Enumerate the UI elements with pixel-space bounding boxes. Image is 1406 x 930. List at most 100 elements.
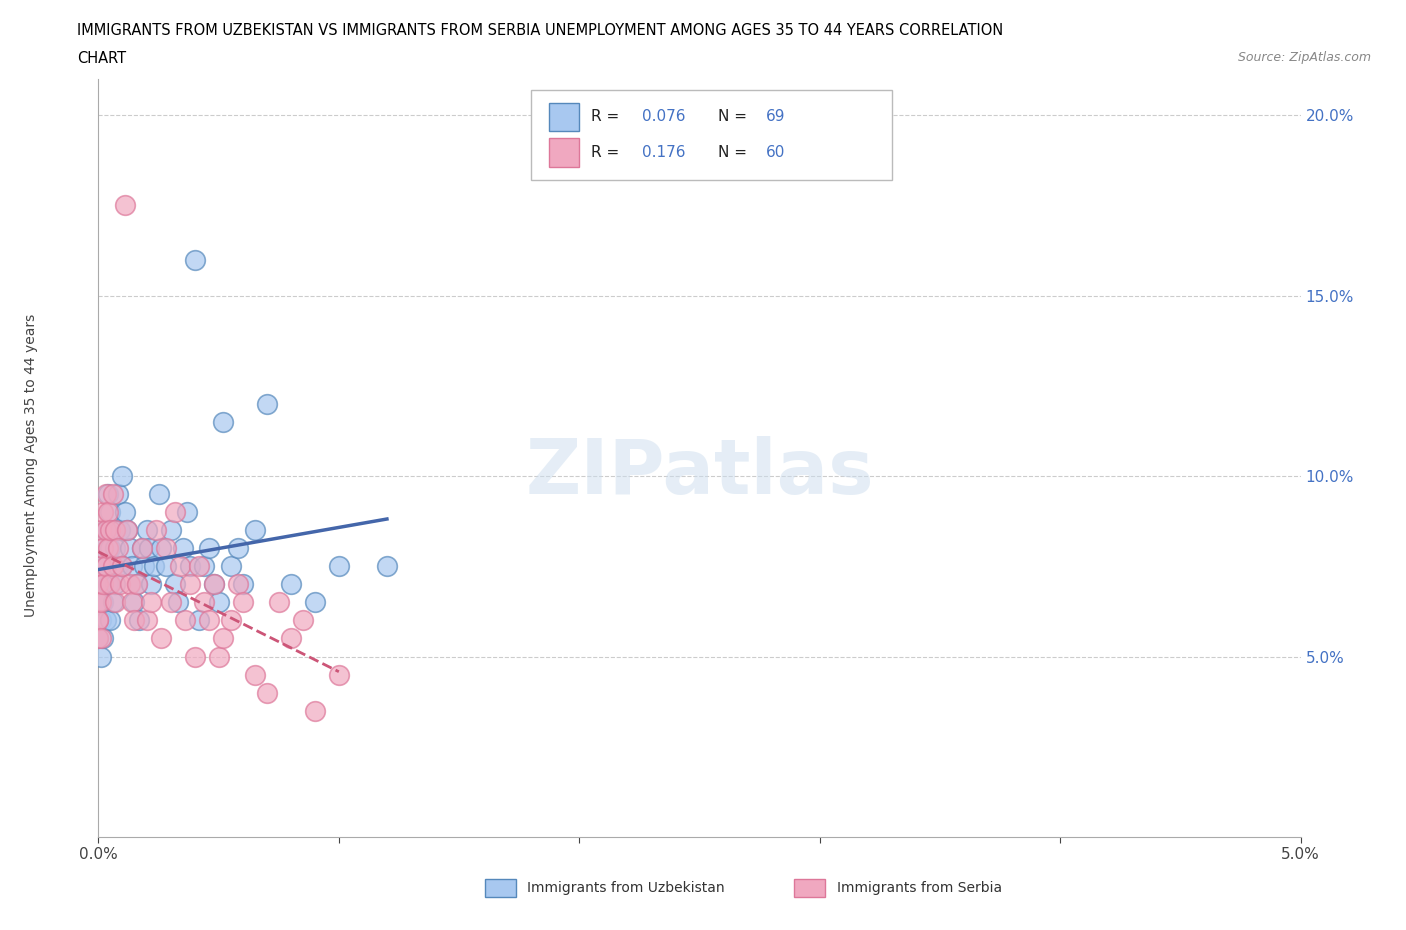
FancyBboxPatch shape xyxy=(794,879,825,897)
Point xyxy=(87,613,110,628)
Point xyxy=(202,577,225,591)
Point xyxy=(131,541,153,556)
Point xyxy=(226,577,249,591)
Point xyxy=(97,577,120,591)
Point xyxy=(159,523,181,538)
Point xyxy=(100,577,122,591)
FancyBboxPatch shape xyxy=(485,879,516,897)
Point xyxy=(108,577,131,591)
Point xyxy=(125,577,148,591)
Point xyxy=(94,559,117,574)
Text: 0.176: 0.176 xyxy=(641,145,685,160)
Point xyxy=(114,198,136,213)
Point xyxy=(148,486,170,501)
Point xyxy=(135,523,157,538)
Point xyxy=(111,469,134,484)
Point xyxy=(267,595,290,610)
Point xyxy=(375,559,398,574)
Point xyxy=(202,577,225,591)
Point xyxy=(304,703,326,718)
Point xyxy=(91,577,114,591)
Point xyxy=(101,595,124,610)
Point xyxy=(104,595,127,610)
FancyBboxPatch shape xyxy=(531,90,891,179)
Point xyxy=(183,649,205,664)
Point xyxy=(90,613,112,628)
Point xyxy=(328,667,350,682)
Point xyxy=(90,559,112,574)
Point xyxy=(90,631,112,646)
Point xyxy=(188,613,211,628)
Text: Source: ZipAtlas.com: Source: ZipAtlas.com xyxy=(1237,51,1371,64)
Point xyxy=(91,505,114,520)
Point xyxy=(87,595,110,610)
Point xyxy=(87,613,110,628)
Point xyxy=(94,559,117,574)
Point xyxy=(226,541,249,556)
Point xyxy=(219,559,242,574)
Point xyxy=(212,631,235,646)
Point xyxy=(101,559,124,574)
Point xyxy=(90,649,112,664)
Point xyxy=(97,541,120,556)
Text: IMMIGRANTS FROM UZBEKISTAN VS IMMIGRANTS FROM SERBIA UNEMPLOYMENT AMONG AGES 35 : IMMIGRANTS FROM UZBEKISTAN VS IMMIGRANTS… xyxy=(77,23,1004,38)
Point xyxy=(165,577,187,591)
Point xyxy=(172,541,194,556)
Point xyxy=(208,649,231,664)
Point xyxy=(87,631,110,646)
Point xyxy=(219,613,242,628)
Point xyxy=(131,541,153,556)
Point xyxy=(125,577,148,591)
FancyBboxPatch shape xyxy=(550,139,579,167)
Point xyxy=(118,577,141,591)
Text: 69: 69 xyxy=(766,110,785,125)
Point xyxy=(256,396,278,411)
Point xyxy=(91,541,114,556)
Point xyxy=(132,559,155,574)
Point xyxy=(124,595,146,610)
Point xyxy=(108,523,131,538)
Point xyxy=(90,595,112,610)
Text: 0.076: 0.076 xyxy=(641,110,685,125)
Point xyxy=(243,523,266,538)
Point xyxy=(117,523,139,538)
Text: CHART: CHART xyxy=(77,51,127,66)
Point xyxy=(166,595,188,610)
Point xyxy=(90,595,112,610)
Point xyxy=(97,486,120,501)
Point xyxy=(193,559,215,574)
Point xyxy=(232,595,254,610)
Point xyxy=(87,613,110,628)
Point xyxy=(94,486,117,501)
Point xyxy=(124,613,146,628)
Point xyxy=(101,486,124,501)
Point xyxy=(198,541,221,556)
Point xyxy=(179,577,201,591)
Point xyxy=(104,523,127,538)
Point xyxy=(149,631,172,646)
Point xyxy=(145,523,167,538)
Point xyxy=(159,595,181,610)
Point xyxy=(94,523,117,538)
Point xyxy=(111,559,134,574)
Point xyxy=(135,613,157,628)
Point xyxy=(101,523,124,538)
FancyBboxPatch shape xyxy=(550,102,579,131)
Point xyxy=(232,577,254,591)
Point xyxy=(176,505,198,520)
Point xyxy=(138,541,160,556)
Point xyxy=(107,486,129,501)
Point xyxy=(104,577,127,591)
Point xyxy=(208,595,231,610)
Point xyxy=(198,613,221,628)
Point xyxy=(111,559,134,574)
Point xyxy=(87,577,110,591)
Point xyxy=(90,559,112,574)
Point xyxy=(91,631,114,646)
Point xyxy=(100,505,122,520)
Point xyxy=(212,415,235,430)
Point xyxy=(121,559,143,574)
Point xyxy=(179,559,201,574)
Point xyxy=(90,523,112,538)
Point xyxy=(128,613,150,628)
